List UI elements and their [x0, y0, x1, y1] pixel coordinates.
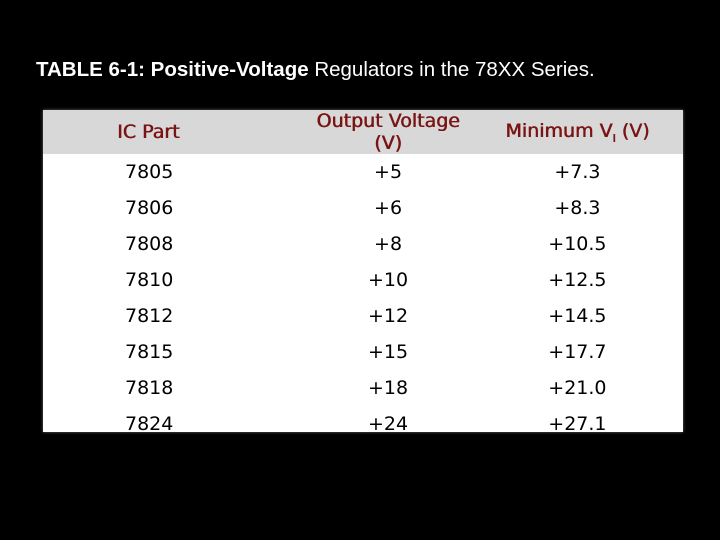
cell-ic-part: 7806 — [125, 197, 174, 219]
slide-title: TABLE 6-1: Positive-Voltage Regulators i… — [36, 58, 706, 82]
header-minimum-vi-unit: (V) — [615, 119, 650, 142]
regulator-table: IC Part Output Voltage (V) Minimum VI (V… — [43, 110, 683, 442]
cell-ic-part: 7824 — [125, 413, 174, 435]
cell-minimum-vi: +17.7 — [548, 341, 607, 363]
cell-output-voltage: +18 — [368, 377, 409, 399]
regulator-table-container: IC Part Output Voltage (V) Minimum VI (V… — [43, 110, 683, 435]
header-output-voltage: Output Voltage (V) — [316, 110, 460, 154]
table-row: 7824 +24 +27.1 — [43, 406, 683, 442]
cell-ic-part: 7810 — [125, 269, 174, 291]
header-ic-part: IC Part — [117, 121, 180, 143]
table-row: 7808 +8 +10.5 — [43, 226, 683, 262]
table-row: 7806 +6 +8.3 — [43, 190, 683, 226]
table-row: 7805 +5 +7.3 — [43, 154, 683, 190]
cell-output-voltage: +5 — [374, 161, 403, 183]
cell-ic-part: 7805 — [125, 161, 174, 183]
header-minimum-vi-subscript: I — [612, 131, 616, 145]
cell-output-voltage: +24 — [368, 413, 409, 435]
table-row: 7818 +18 +21.0 — [43, 370, 683, 406]
header-row: IC Part Output Voltage (V) Minimum VI (V… — [43, 110, 683, 154]
cell-minimum-vi: +10.5 — [548, 233, 607, 255]
cell-minimum-vi: +8.3 — [554, 197, 601, 219]
cell-minimum-vi: +21.0 — [548, 377, 607, 399]
cell-output-voltage: +8 — [374, 233, 403, 255]
cell-minimum-vi: +14.5 — [548, 305, 607, 327]
cell-ic-part: 7815 — [125, 341, 174, 363]
cell-ic-part: 7808 — [125, 233, 174, 255]
cell-ic-part: 7818 — [125, 377, 174, 399]
cell-minimum-vi: +12.5 — [548, 269, 607, 291]
cell-output-voltage: +10 — [368, 269, 409, 291]
cell-output-voltage: +15 — [368, 341, 409, 363]
title-rest: Regulators in the 78XX Series. — [308, 58, 595, 81]
cell-minimum-vi: +27.1 — [548, 413, 607, 435]
cell-output-voltage: +12 — [368, 305, 409, 327]
table-body: 7805 +5 +7.3 7806 +6 +8.3 7808 +8 +10.5 … — [43, 154, 683, 442]
cell-ic-part: 7812 — [125, 305, 174, 327]
table-row: 7810 +10 +12.5 — [43, 262, 683, 298]
table-header: IC Part Output Voltage (V) Minimum VI (V… — [43, 110, 683, 154]
table-row: 7815 +15 +17.7 — [43, 334, 683, 370]
table-row: 7812 +12 +14.5 — [43, 298, 683, 334]
cell-minimum-vi: +7.3 — [554, 161, 601, 183]
cell-output-voltage: +6 — [374, 197, 403, 219]
title-bold: TABLE 6-1: Positive-Voltage — [36, 58, 309, 81]
header-minimum-vi-text: Minimum V — [505, 119, 613, 142]
header-minimum-vi: Minimum VI (V) — [472, 110, 683, 154]
